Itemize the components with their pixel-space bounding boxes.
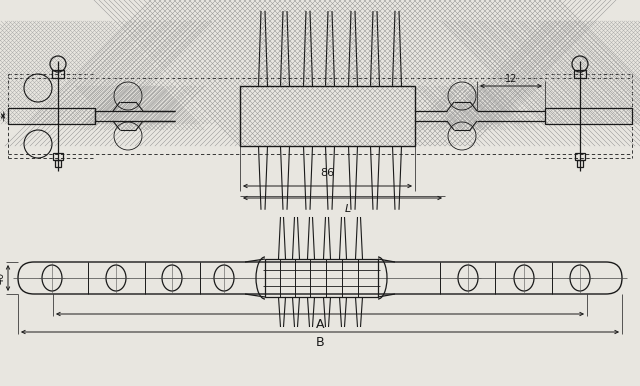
Bar (52, 70, 64, 78)
Text: 30: 30 (0, 110, 1, 122)
Text: L: L (344, 204, 351, 214)
Text: B: B (316, 336, 324, 349)
Text: 40: 40 (0, 272, 6, 284)
Bar (545, 108, 632, 124)
Bar (55, 160, 61, 167)
Text: A: A (316, 318, 324, 331)
Bar (240, 86, 415, 146)
Bar (8, 108, 95, 124)
Bar (577, 160, 583, 167)
Text: 12: 12 (505, 74, 517, 84)
Bar (53, 153, 63, 160)
Bar (574, 70, 586, 78)
Bar (265, 259, 378, 297)
Bar (575, 153, 585, 160)
Text: 86: 86 (321, 168, 335, 178)
